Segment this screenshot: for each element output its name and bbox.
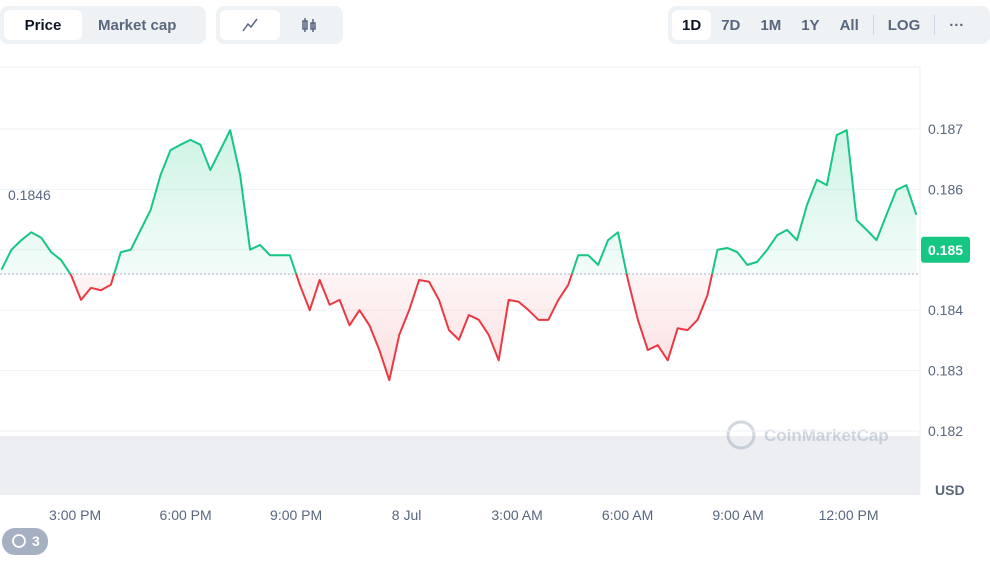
y-tick-label: 0.183 xyxy=(928,363,963,379)
x-tick-label: 6:00 PM xyxy=(160,507,212,523)
badge-count: 3 xyxy=(32,533,40,549)
range-button[interactable]: LOG xyxy=(887,16,921,34)
metric-tabs: Price Market cap xyxy=(0,6,206,44)
range-button[interactable]: 1M xyxy=(760,16,782,34)
range-tabs: 1D 7D 1M 1Y All LOG ··· xyxy=(668,6,990,44)
range-button[interactable]: 1Y xyxy=(801,16,820,34)
y-tick-label: 0.185 xyxy=(928,242,963,258)
range-button[interactable]: ··· xyxy=(949,16,965,34)
watermark-group: CoinMarketCap xyxy=(726,420,889,450)
candle-icon xyxy=(302,18,316,32)
x-tick-label: 8 Jul xyxy=(392,507,422,523)
line-icon xyxy=(242,18,258,32)
x-tick-label: 12:00 PM xyxy=(819,507,879,523)
price-line xyxy=(0,129,918,382)
watermark: CoinMarketCap xyxy=(764,426,889,445)
x-tick-label: 9:00 AM xyxy=(712,507,763,523)
tab[interactable]: Market cap xyxy=(98,16,177,34)
history-icon xyxy=(12,534,26,548)
range-button[interactable]: All xyxy=(839,16,859,34)
price-area xyxy=(1,130,917,381)
line-style[interactable] xyxy=(220,10,280,40)
last-price-label: 0.185 xyxy=(928,242,963,258)
x-tick-label: 3:00 AM xyxy=(491,507,542,523)
y-tick-label: 0.186 xyxy=(928,181,963,197)
baseline-label: 0.1846 xyxy=(8,187,51,203)
y-tick-label: 0.187 xyxy=(928,121,963,137)
chart-style-tabs xyxy=(216,6,343,44)
volume-area xyxy=(0,436,920,495)
y-tick-label: 0.182 xyxy=(928,423,963,439)
y-tick-label: 0.184 xyxy=(928,302,963,318)
x-tick-label: 9:00 PM xyxy=(270,507,322,523)
history-badge[interactable] xyxy=(2,528,48,555)
range-button[interactable]: 7D xyxy=(721,16,741,34)
last-price-tag xyxy=(921,236,970,263)
watermark-logo xyxy=(726,420,756,450)
separator xyxy=(872,15,874,35)
candle-style[interactable] xyxy=(280,10,340,40)
x-tick-label: 6:00 AM xyxy=(602,507,653,523)
range-button[interactable]: 1D xyxy=(672,10,712,40)
y-axis-label: USD xyxy=(935,482,965,498)
x-tick-label: 3:00 PM xyxy=(49,507,101,523)
separator xyxy=(934,15,936,35)
tab[interactable]: Price xyxy=(4,10,82,40)
